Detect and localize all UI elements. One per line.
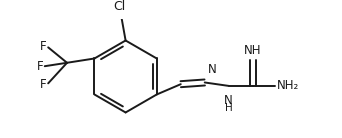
Text: F: F	[36, 60, 43, 73]
Text: NH: NH	[244, 44, 261, 57]
Text: Cl: Cl	[114, 0, 126, 13]
Text: H: H	[225, 103, 233, 113]
Text: N: N	[208, 63, 217, 76]
Text: F: F	[40, 40, 47, 53]
Text: F: F	[40, 78, 47, 91]
Text: N: N	[224, 95, 233, 108]
Text: NH₂: NH₂	[277, 79, 299, 92]
